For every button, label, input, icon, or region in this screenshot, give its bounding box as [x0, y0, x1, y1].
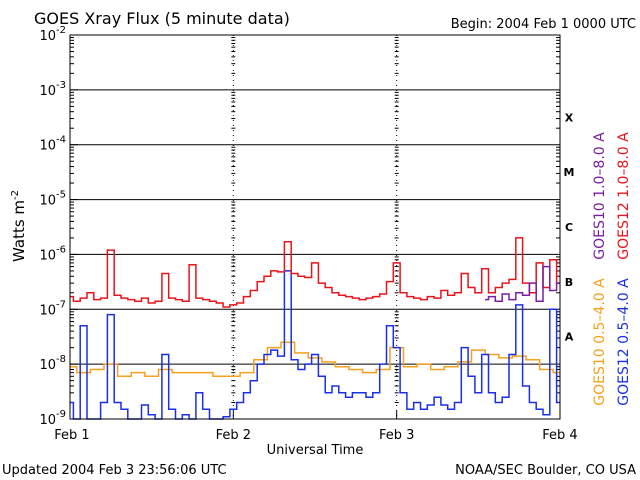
legend-entry: GOES12 0.5–4.0 A [616, 278, 632, 406]
legend-entry: GOES12 1.0–8.0 A [616, 132, 632, 260]
flare-class-b: B [565, 276, 573, 289]
flare-class-m: M [564, 166, 575, 179]
y-tick-label: 10-6 [39, 244, 66, 263]
flare-class-labels: X M C B A [564, 111, 575, 343]
credit-label: NOAA/SEC Boulder, CO USA [455, 463, 636, 478]
legend-long-wavelength: GOES10 1.0–8.0 A GOES12 1.0–8.0 A [592, 132, 632, 260]
y-tick-base: 10 [39, 358, 56, 373]
y-tick-base: 10 [39, 303, 56, 318]
svg-text:Watts m-2: Watts m-2 [10, 190, 28, 262]
flare-class-a: A [565, 331, 574, 344]
series-line-goes10-1-0-8-0-a: GOES10 1.0–8.0 A [485, 265, 560, 303]
begin-label: Begin: 2004 Feb 1 0000 UTC [451, 17, 636, 32]
grid-layer [70, 35, 560, 419]
y-tick-label: 10-7 [39, 299, 66, 318]
legend-entry: GOES10 0.5–4.0 A [592, 278, 608, 406]
updated-label: Updated 2004 Feb 3 23:56:06 UTC [2, 463, 227, 478]
x-tick-label: Feb 1 [54, 428, 89, 443]
y-tick-labels: 10-210-310-410-510-610-710-810-9 [39, 25, 78, 428]
y-tick-base: 10 [39, 139, 56, 154]
y-tick-label: 10-2 [39, 25, 66, 44]
y-tick-label: 10-4 [39, 135, 66, 154]
y-tick-label: 10-3 [39, 80, 66, 99]
y-tick-exponent: -6 [56, 244, 66, 255]
y-tick-base: 10 [39, 413, 56, 428]
plot-frame [69, 34, 561, 420]
x-tick-label: Feb 3 [379, 428, 414, 443]
series-line-goes12-0-5-4-0-a: GOES12 0.5–4.0 A [70, 270, 560, 420]
y-tick-label: 10-5 [39, 190, 66, 209]
x-tick-label: Feb 4 [542, 428, 577, 443]
y-tick-label: 10-8 [39, 354, 66, 373]
y-tick-exponent: -9 [56, 409, 66, 420]
y-tick-label: 10-9 [39, 409, 66, 428]
chart-title: GOES Xray Flux (5 minute data) [34, 9, 290, 28]
flare-class-c: C [565, 221, 573, 234]
flare-class-x: X [565, 111, 574, 124]
y-tick-exponent: -4 [56, 135, 66, 146]
y-tick-exponent: -7 [56, 299, 66, 310]
x-tick-label: Feb 2 [216, 428, 251, 443]
y-tick-base: 10 [39, 29, 56, 44]
y-axis-label-exponent: -2 [10, 190, 21, 200]
series-line-goes10-0-5-4-0-a: GOES10 0.5–4.0 A [70, 341, 560, 378]
y-tick-exponent: -2 [56, 25, 66, 36]
y-tick-exponent: -5 [56, 190, 66, 201]
y-axis-label: Watts m-2 [10, 190, 28, 262]
x-tick-labels: Feb 1 Feb 2 Feb 3 Feb 4 [54, 411, 578, 443]
y-tick-base: 10 [39, 194, 56, 209]
legend-entry: GOES10 1.0–8.0 A [592, 132, 608, 260]
y-tick-base: 10 [39, 248, 56, 263]
y-tick-base: 10 [39, 84, 56, 99]
y-tick-exponent: -3 [56, 80, 66, 91]
y-axis-label-main: Watts m [10, 200, 28, 262]
series-line-goes12-1-0-8-0-a: GOES12 1.0–8.0 A [70, 237, 560, 308]
y-tick-exponent: -8 [56, 354, 66, 365]
legend-short-wavelength: GOES10 0.5–4.0 A GOES12 0.5–4.0 A [592, 278, 632, 406]
x-axis-label: Universal Time [267, 443, 364, 458]
